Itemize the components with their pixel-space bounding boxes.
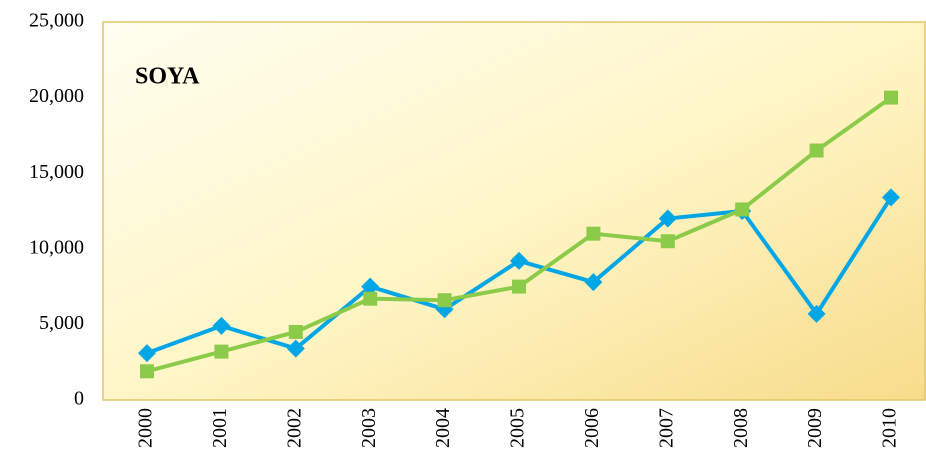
y-tick-label: 15,000 (29, 161, 84, 183)
x-tick-label: 2004 (432, 408, 454, 448)
marker (214, 344, 229, 359)
marker (363, 291, 378, 306)
y-tick-label: 25,000 (29, 10, 84, 32)
plot-area (102, 21, 926, 401)
marker (286, 339, 305, 358)
chart-title: SOYA (135, 64, 200, 90)
x-tick-label: 2007 (655, 408, 677, 448)
x-tick-label: 2010 (879, 408, 901, 448)
marker (807, 304, 826, 323)
marker (735, 202, 750, 217)
marker (288, 324, 303, 339)
x-tick-label: 2003 (358, 408, 380, 448)
y-tick-label: 0 (74, 388, 84, 410)
marker (884, 90, 898, 105)
x-tick-label: 2008 (730, 408, 752, 448)
x-tick-label: 2001 (209, 408, 231, 448)
marker (361, 277, 380, 296)
marker (584, 273, 603, 292)
marker (437, 293, 452, 308)
x-tick-label: 2005 (507, 408, 529, 448)
marker (140, 364, 154, 379)
y-tick-label: 20,000 (29, 85, 84, 107)
x-tick-label: 2009 (804, 408, 826, 448)
x-tick-label: 2000 (135, 408, 157, 448)
marker (586, 226, 601, 241)
marker (510, 251, 528, 270)
marker (138, 344, 156, 363)
x-tick-label: 2002 (283, 408, 305, 448)
y-tick-label: 5,000 (39, 312, 84, 334)
marker (660, 234, 675, 249)
y-tick-label: 10,000 (29, 236, 84, 258)
x-tick-label: 2006 (581, 408, 603, 448)
marker (882, 188, 900, 207)
marker (212, 316, 231, 335)
marker (512, 279, 526, 294)
marker (658, 209, 677, 228)
marker (809, 143, 824, 158)
